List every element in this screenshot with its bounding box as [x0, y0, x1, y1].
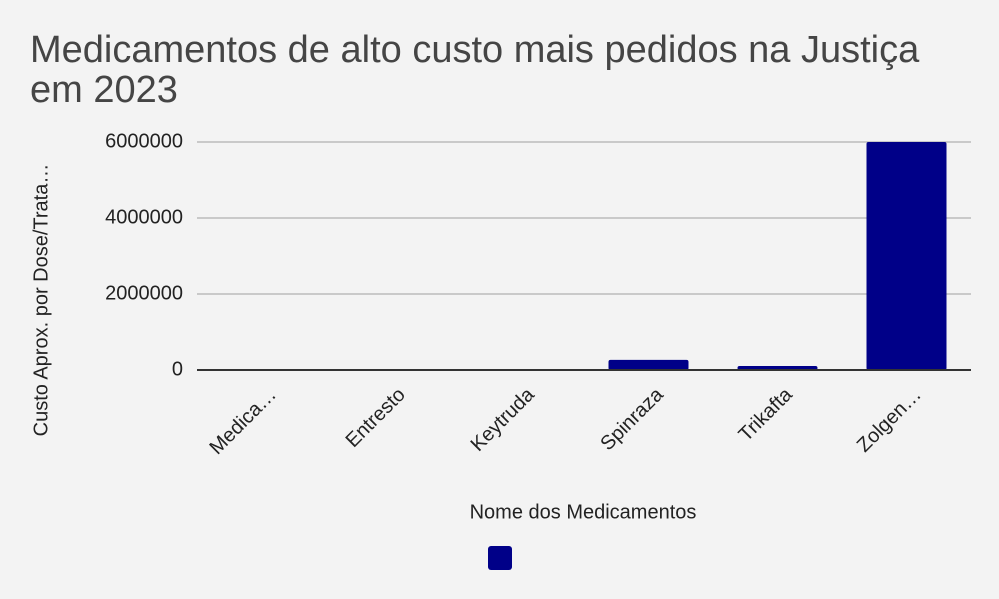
chart-title: Medicamentos de alto custo mais pedidos … [30, 29, 920, 111]
x-tick-label: Spinraza [596, 383, 668, 455]
x-tick-label: Keytruda [467, 383, 540, 456]
x-tick-label: Trikafta [735, 383, 798, 446]
bar [608, 359, 689, 370]
y-tick-label: 0 [172, 358, 183, 380]
legend-swatch [488, 546, 512, 570]
bar [866, 142, 947, 370]
x-tick-label: Zolgen… [853, 384, 926, 457]
y-axis-title: Custo Aprox. por Dose/Trata… [30, 164, 52, 437]
x-axis-title: Nome dos Medicamentos [470, 501, 697, 523]
x-tick-label: Medica… [205, 384, 280, 459]
x-tick-label: Entresto [342, 384, 410, 452]
y-tick-label: 6000000 [105, 130, 183, 152]
y-tick-label: 4000000 [105, 206, 183, 228]
y-tick-label: 2000000 [105, 282, 183, 304]
